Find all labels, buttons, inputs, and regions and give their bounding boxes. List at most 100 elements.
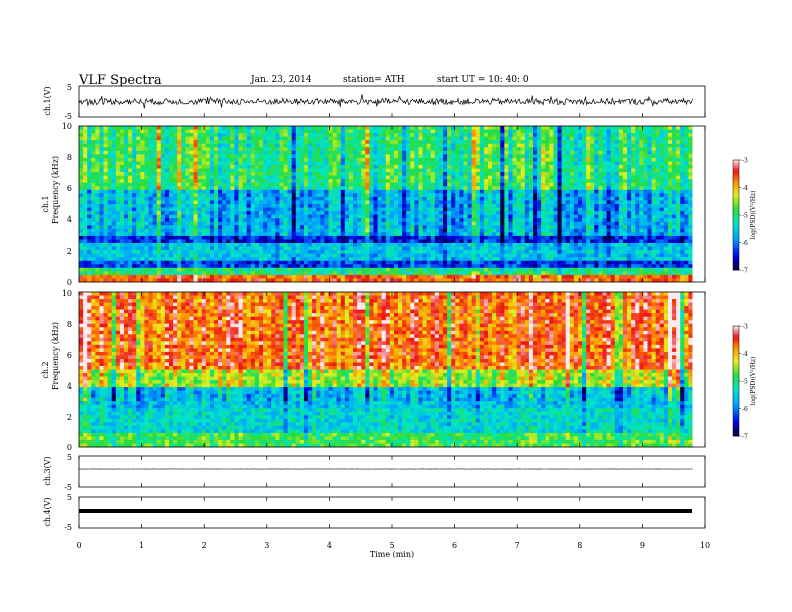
- spectrogram-cell: [230, 214, 235, 219]
- spectrogram-cell: [95, 136, 100, 141]
- spectrogram-cell: [160, 165, 166, 169]
- spectrogram-cell: [410, 221, 415, 226]
- spectrogram-cell: [254, 140, 260, 145]
- spectrogram-cell: [381, 175, 387, 180]
- spectrogram-cell: [234, 136, 239, 141]
- spectrogram-cell: [655, 211, 661, 216]
- spectrogram-cell: [406, 136, 411, 141]
- spectrogram-cell: [291, 239, 297, 244]
- spectrogram-cell: [549, 204, 554, 208]
- spectrogram-cell: [123, 243, 129, 247]
- spectrogram-cell: [647, 204, 652, 208]
- spectrogram-cell: [385, 186, 391, 191]
- spectrogram-cell: [119, 239, 125, 244]
- spectrogram-cell: [222, 147, 227, 152]
- spectrogram-cell: [663, 143, 669, 148]
- spectrogram-cell: [463, 140, 468, 145]
- spectrogram-cell: [459, 165, 464, 169]
- spectrogram-cell: [455, 235, 460, 240]
- spectrogram-cell: [218, 172, 223, 177]
- spectrogram-cell: [316, 165, 321, 169]
- spectrogram-cell: [291, 186, 297, 191]
- spectrogram-cell: [398, 193, 403, 198]
- spectrogram-cell: [111, 189, 117, 194]
- spectrogram-cell: [410, 214, 415, 219]
- spectrogram-cell: [336, 175, 342, 180]
- spectrogram-cell: [79, 225, 84, 230]
- spectrogram-cell: [197, 133, 203, 138]
- spectrogram-cell: [103, 243, 109, 247]
- spectrogram-cell: [655, 129, 661, 134]
- spectrogram-cell: [365, 218, 370, 223]
- spectrogram-cell: [369, 179, 374, 184]
- spectrogram-cell: [565, 140, 571, 145]
- spectrogram-cell: [107, 218, 113, 223]
- spectrogram-cell: [402, 218, 407, 223]
- spectrogram-cell: [455, 126, 460, 130]
- spectrogram-cell: [594, 143, 599, 148]
- spectrogram-cell: [291, 136, 297, 141]
- spectrogram-cell: [209, 179, 215, 184]
- spectrogram-cell: [483, 133, 489, 138]
- spectrogram-cell: [295, 207, 301, 212]
- spectrogram-cell: [357, 172, 362, 177]
- spectrogram-cell: [573, 133, 579, 138]
- spectrogram-cell: [205, 165, 211, 169]
- spectrogram-cell: [205, 182, 211, 187]
- spectrogram-cell: [676, 179, 681, 184]
- spectrogram-cell: [455, 186, 460, 191]
- spectrogram-cell: [111, 218, 117, 223]
- spectrogram-cell: [340, 150, 346, 155]
- spectrogram-cell: [455, 204, 460, 208]
- spectrogram-cell: [246, 175, 252, 180]
- spectrogram-cell: [336, 136, 342, 141]
- spectrogram-cell: [299, 193, 305, 198]
- spectrogram-cell: [254, 143, 260, 148]
- spectrogram-cell: [385, 207, 391, 212]
- spectrogram-cell: [312, 200, 317, 205]
- spectrogram-cell: [205, 140, 211, 145]
- spectrogram-cell: [553, 126, 558, 130]
- spectrogram-cell: [483, 126, 489, 130]
- spectrogram-cell: [181, 150, 186, 155]
- spectrogram-cell: [369, 165, 374, 169]
- spectrogram-cell: [344, 143, 350, 148]
- spectrogram-cell: [659, 214, 665, 219]
- spectrogram-cell: [291, 147, 297, 152]
- spectrogram-cell: [263, 126, 268, 130]
- spectrogram-cell: [553, 221, 558, 226]
- spectrogram-cell: [168, 172, 174, 177]
- spectrogram-cell: [414, 168, 419, 173]
- spectrogram-cell: [676, 133, 681, 138]
- spectrogram-cell: [103, 228, 109, 233]
- spectrogram-cell: [361, 214, 366, 219]
- spectrogram-cell: [680, 239, 685, 244]
- spectrogram-cell: [103, 200, 109, 205]
- spectrogram-cell: [389, 157, 395, 162]
- spectrogram-cell: [316, 207, 321, 212]
- spectrogram-cell: [532, 232, 538, 237]
- spectrogram-cell: [136, 143, 141, 148]
- spectrogram-cell: [688, 179, 693, 184]
- spectrogram-cell: [688, 211, 693, 216]
- spectrogram-cell: [303, 196, 309, 201]
- spectrogram-cell: [606, 239, 612, 244]
- spectrogram-cell: [197, 196, 203, 201]
- spectrogram-cell: [381, 207, 387, 212]
- spectrogram-cell: [316, 211, 321, 216]
- spectrogram-cell: [234, 157, 239, 162]
- spectrogram-cell: [79, 243, 84, 247]
- spectrogram-cell: [353, 186, 358, 191]
- spectrogram-cell: [561, 211, 567, 216]
- spectrogram-cell: [659, 161, 665, 166]
- spectrogram-cell: [532, 133, 538, 138]
- spectrogram-cell: [324, 150, 329, 155]
- spectrogram-cell: [471, 207, 477, 212]
- spectrogram-cell: [393, 150, 399, 155]
- spectrogram-cell: [663, 235, 669, 240]
- spectrogram-cell: [308, 157, 313, 162]
- spectrogram-cell: [205, 161, 211, 166]
- spectrogram-cell: [459, 228, 464, 233]
- spectrogram-cell: [123, 150, 129, 155]
- spectrogram-cell: [173, 129, 178, 134]
